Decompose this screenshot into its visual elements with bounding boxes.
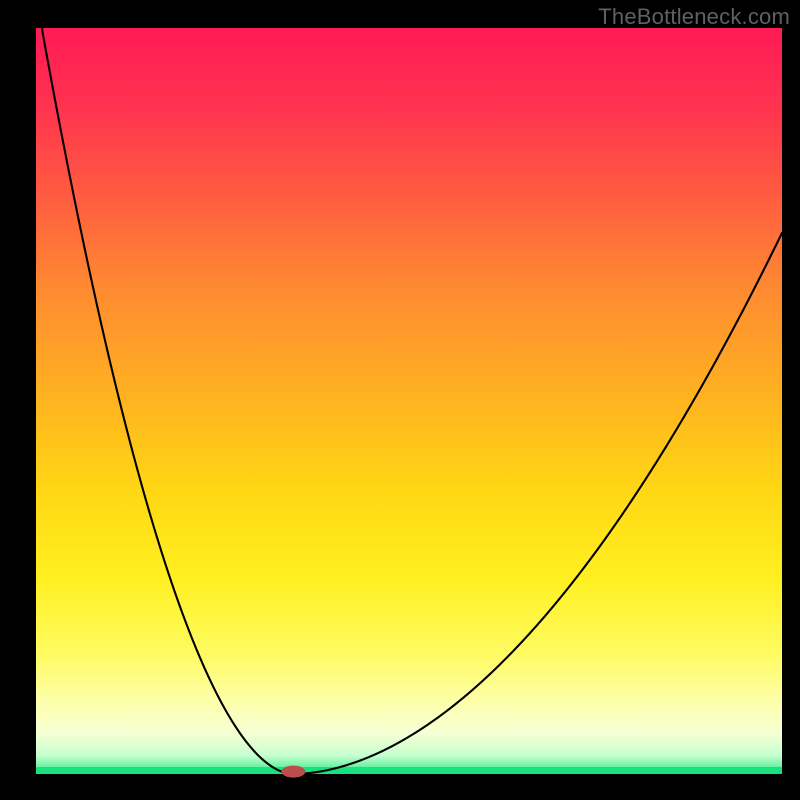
watermark-text: TheBottleneck.com <box>598 4 790 30</box>
chart-container: TheBottleneck.com <box>0 0 800 800</box>
bottleneck-chart <box>0 0 800 800</box>
